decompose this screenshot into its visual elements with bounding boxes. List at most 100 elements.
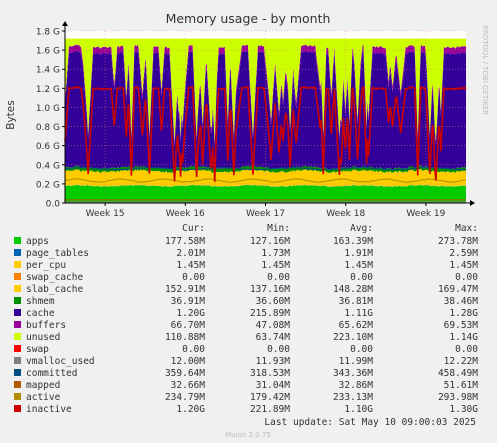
legend-value-avg: 343.36M xyxy=(333,368,373,379)
legend-swatch-swap-cache xyxy=(14,273,21,280)
legend-label-page-tables: page_tables xyxy=(26,248,89,259)
legend-value-avg: 36.81M xyxy=(339,296,374,307)
line-active xyxy=(64,178,467,183)
legend-value-avg: 1.91M xyxy=(344,248,373,259)
legend-value-min: 47.08M xyxy=(256,320,291,331)
legend-label-swap-cache: swap_cache xyxy=(26,272,83,283)
legend-value-max: 0.00 xyxy=(455,272,478,283)
legend-swatch-swap xyxy=(14,345,21,352)
last-update: Last update: Sat May 10 09:00:03 2025 xyxy=(264,417,476,428)
line-series xyxy=(64,85,467,203)
legend-swatch-cache xyxy=(14,309,21,316)
legend-value-max: 12.22M xyxy=(444,356,479,367)
legend-value-avg: 1.10G xyxy=(344,404,373,415)
legend-label-per-cpu: per_cpu xyxy=(26,260,66,271)
legend-value-avg: 11.99M xyxy=(339,356,374,367)
legend-value-cur: 12.00M xyxy=(171,356,206,367)
legend-value-avg: 1.11G xyxy=(344,308,373,319)
legend-label-committed: committed xyxy=(26,368,77,379)
legend-value-cur: 32.66M xyxy=(171,380,206,391)
y-tick-label: 1.6 G xyxy=(36,47,60,57)
legend-value-min: 0.00 xyxy=(267,272,290,283)
legend-value-cur: 66.70M xyxy=(171,320,206,331)
legend-value-cur: 0.00 xyxy=(182,344,205,355)
legend-swatch-committed xyxy=(14,369,21,376)
legend-value-max: 38.46M xyxy=(444,296,479,307)
y-tick-label: 1.8 G xyxy=(36,28,60,38)
legend-value-max: 1.30G xyxy=(449,404,478,415)
y-tick-label: 1.0 G xyxy=(36,104,60,114)
legend-value-avg: 223.10M xyxy=(333,332,373,343)
y-tick-label: 0.6 G xyxy=(36,142,60,152)
legend-value-cur: 177.58M xyxy=(165,236,205,247)
area-unused xyxy=(65,38,466,142)
legend-value-cur: 359.64M xyxy=(165,368,205,379)
legend-value-min: 179.42M xyxy=(250,392,290,403)
legend-swatch-shmem xyxy=(14,297,21,304)
legend-value-cur: 1.20G xyxy=(176,308,205,319)
legend-value-max: 169.47M xyxy=(438,284,478,295)
legend-value-avg: 1.45M xyxy=(344,260,373,271)
legend-label-cache: cache xyxy=(26,308,55,319)
legend-swatch-per-cpu xyxy=(14,261,21,268)
legend-value-max: 69.53M xyxy=(444,320,479,331)
y-axis-label: Bytes xyxy=(5,100,17,129)
legend-value-min: 31.04M xyxy=(256,380,291,391)
x-tick-label: Week 18 xyxy=(326,209,365,219)
legend-value-cur: 2.01M xyxy=(176,248,205,259)
rrdtool-watermark: RRDTOOL / TOBI OETIKER xyxy=(481,25,489,115)
munin-version: Munin 2.0.75 xyxy=(225,431,271,439)
legend-column-header: Min: xyxy=(267,223,290,234)
legend-swatch-inactive xyxy=(14,405,21,412)
area-per-cpu xyxy=(65,184,466,187)
legend-value-min: 318.53M xyxy=(250,368,290,379)
legend-value-min: 63.74M xyxy=(256,332,291,343)
legend-value-max: 2.59M xyxy=(449,248,478,259)
legend-label-mapped: mapped xyxy=(26,380,60,391)
y-tick-label: 0.0 xyxy=(46,200,61,210)
line-inactive xyxy=(64,85,467,182)
legend-value-avg: 148.28M xyxy=(333,284,373,295)
legend-value-cur: 110.88M xyxy=(165,332,205,343)
legend-column-header: Avg: xyxy=(350,223,373,234)
legend-value-cur: 234.79M xyxy=(165,392,205,403)
legend-value-cur: 152.91M xyxy=(165,284,205,295)
legend-swatch-vmalloc-used xyxy=(14,357,21,364)
legend-value-cur: 0.00 xyxy=(182,272,205,283)
legend-value-min: 1.73M xyxy=(261,248,290,259)
legend-value-avg: 233.13M xyxy=(333,392,373,403)
legend-value-min: 36.60M xyxy=(256,296,291,307)
legend-value-min: 0.00 xyxy=(267,344,290,355)
legend-value-max: 273.78M xyxy=(438,236,478,247)
legend-value-cur: 1.45M xyxy=(176,260,205,271)
x-tick-label: Week 15 xyxy=(86,209,125,219)
area-page-tables xyxy=(65,184,466,188)
legend-value-max: 0.00 xyxy=(455,344,478,355)
legend-swatch-apps xyxy=(14,237,21,244)
legend-label-apps: apps xyxy=(26,236,49,247)
legend-swatch-unused xyxy=(14,333,21,340)
legend-swatch-page-tables xyxy=(14,249,21,256)
y-tick-label: 0.4 G xyxy=(36,161,60,171)
legend-value-max: 458.49M xyxy=(438,368,478,379)
legend-value-min: 221.89M xyxy=(250,404,290,415)
x-tick-label: Week 19 xyxy=(406,209,445,219)
legend-swatch-slab-cache xyxy=(14,285,21,292)
legend-label-inactive: inactive xyxy=(26,404,72,415)
legend-label-swap: swap xyxy=(26,344,49,355)
x-tick-label: Week 16 xyxy=(166,209,205,219)
legend-value-min: 137.16M xyxy=(250,284,290,295)
legend-value-min: 127.16M xyxy=(250,236,290,247)
legend-value-avg: 163.39M xyxy=(333,236,373,247)
legend-value-cur: 36.91M xyxy=(171,296,206,307)
y-tick-label: 0.2 G xyxy=(36,180,60,190)
legend-column-header: Max: xyxy=(455,223,478,234)
legend-value-avg: 0.00 xyxy=(350,272,373,283)
legend-value-cur: 1.20G xyxy=(176,404,205,415)
legend-label-slab-cache: slab_cache xyxy=(26,284,83,295)
y-tick-label: 1.2 G xyxy=(36,85,60,95)
legend-value-min: 11.93M xyxy=(256,356,291,367)
legend-label-unused: unused xyxy=(26,332,60,343)
legend-value-min: 215.89M xyxy=(250,308,290,319)
